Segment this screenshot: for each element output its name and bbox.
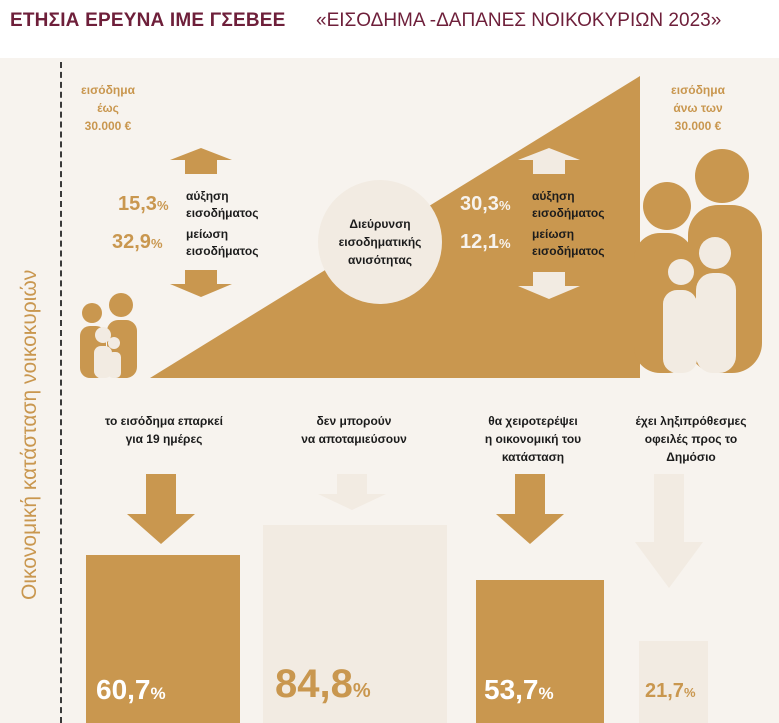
income-label-line: εισόδημα xyxy=(81,83,135,97)
stat-value: 53,7% xyxy=(484,674,554,706)
income-label-line: έως xyxy=(97,101,119,115)
value-number: 12,1 xyxy=(460,231,499,253)
caption-line: οφειλές προς το xyxy=(644,432,738,446)
value-number: 15,3 xyxy=(118,193,157,215)
high-decrease-value: 12,1% xyxy=(460,231,511,254)
income-label-line: 30.000 € xyxy=(84,119,132,133)
label-line: εισοδήματος xyxy=(186,206,259,220)
caption-line: να αποταμιεύσουν xyxy=(301,432,407,446)
label-line: αύξηση xyxy=(186,189,229,203)
divider-line xyxy=(60,62,62,723)
label-line: αύξηση xyxy=(532,189,575,203)
down-arrow-icon xyxy=(170,270,232,297)
value-number: 32,9 xyxy=(112,231,151,253)
percent-sign: % xyxy=(683,685,696,700)
high-increase-value: 30,3% xyxy=(460,193,511,216)
low-increase-label: αύξηση εισοδήματος xyxy=(186,188,259,222)
down-arrow-icon xyxy=(518,272,580,299)
stat-caption: θα χειροτερέψει η οικονομική του κατάστα… xyxy=(458,412,608,466)
stat-caption: το εισόδημα επαρκεί για 19 ημέρες xyxy=(84,412,244,448)
high-decrease-label: μείωση εισοδήματος xyxy=(532,226,605,260)
inequality-circle: Διεύρυνση εισοδηματικής ανισότητας xyxy=(318,180,442,304)
caption-line: Δημόσιο xyxy=(666,450,716,464)
percent-sign: % xyxy=(538,684,554,703)
value-number: 60,7 xyxy=(96,674,151,705)
stat-value: 60,7% xyxy=(96,674,166,706)
circle-line: Διεύρυνση xyxy=(349,217,411,231)
percent-sign: % xyxy=(150,684,166,703)
stat-bar xyxy=(476,580,604,723)
percent-sign: % xyxy=(156,198,169,213)
value-number: 84,8 xyxy=(275,662,353,706)
stat-value: 84,8% xyxy=(275,662,371,707)
stat-bar xyxy=(263,525,447,723)
up-arrow-icon xyxy=(170,148,232,174)
percent-sign: % xyxy=(498,236,511,251)
down-arrow-icon xyxy=(127,474,195,544)
caption-line: η οικονομική του xyxy=(484,432,582,446)
stat-caption: δεν μπορούν να αποταμιεύσουν xyxy=(274,412,434,448)
up-arrow-icon xyxy=(518,148,580,174)
percent-sign: % xyxy=(352,680,371,702)
value-number: 30,3 xyxy=(460,193,499,215)
income-label-line: άνω των xyxy=(673,101,723,115)
page-title: ΕΤΗΣΙΑ ΕΡΕΥΝΑ ΙΜΕ ΓΣΕΒΕΕ xyxy=(10,10,286,31)
family-large-icon xyxy=(634,149,762,373)
circle-line: εισοδηματικής xyxy=(338,235,422,249)
caption-line: κατάσταση xyxy=(501,450,565,464)
label-line: μείωση xyxy=(186,227,229,241)
low-increase-value: 15,3% xyxy=(118,193,169,216)
value-number: 53,7 xyxy=(484,674,539,705)
down-arrow-icon xyxy=(496,474,564,544)
label-line: μείωση xyxy=(532,227,575,241)
caption-line: έχει ληξιπρόθεσμες xyxy=(635,414,747,428)
low-decrease-label: μείωση εισοδήματος xyxy=(186,226,259,260)
caption-line: το εισόδημα επαρκεί xyxy=(105,414,223,428)
page-subtitle: «ΕΙΣΟΔΗΜΑ -ΔΑΠΑΝΕΣ ΝΟΙΚΟΚΥΡΙΩΝ 2023» xyxy=(316,10,722,31)
stat-value: 21,7% xyxy=(645,680,696,703)
label-line: εισοδήματος xyxy=(186,244,259,258)
label-line: εισοδήματος xyxy=(532,244,605,258)
caption-line: δεν μπορούν xyxy=(316,414,392,428)
income-label-line: 30.000 € xyxy=(674,119,722,133)
income-label-line: εισόδημα xyxy=(671,83,725,97)
header-band xyxy=(0,0,779,46)
caption-line: για 19 ημέρες xyxy=(125,432,203,446)
stat-caption: έχει ληξιπρόθεσμες οφειλές προς το Δημόσ… xyxy=(616,412,766,466)
high-increase-label: αύξηση εισοδήματος xyxy=(532,188,605,222)
stat-bar xyxy=(639,641,708,723)
label-line: εισοδήματος xyxy=(532,206,605,220)
caption-line: θα χειροτερέψει xyxy=(488,414,578,428)
down-arrow-icon xyxy=(318,474,386,510)
down-arrow-icon xyxy=(635,474,703,588)
value-number: 21,7 xyxy=(645,680,684,702)
circle-line: ανισότητας xyxy=(348,253,412,267)
stat-bar xyxy=(86,555,240,723)
income-group-low-label: εισόδημα έως 30.000 € xyxy=(70,81,146,135)
low-decrease-value: 32,9% xyxy=(112,231,163,254)
income-group-high-label: εισόδημα άνω των 30.000 € xyxy=(660,81,736,135)
family-small-icon xyxy=(80,293,137,378)
percent-sign: % xyxy=(498,198,511,213)
percent-sign: % xyxy=(150,236,163,251)
